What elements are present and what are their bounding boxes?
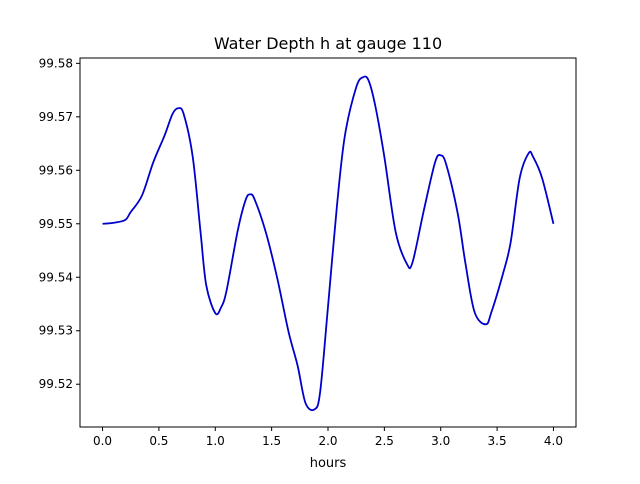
y-tick-label: 99.53 xyxy=(39,324,73,338)
x-tick-label: 4.0 xyxy=(544,434,563,448)
x-tick-label: 2.5 xyxy=(375,434,394,448)
x-tick-label: 0.5 xyxy=(149,434,168,448)
y-axis: 99.52 99.53 99.54 99.55 99.56 99.57 99.58 xyxy=(39,56,80,391)
y-tick-label: 99.57 xyxy=(39,110,73,124)
x-axis: 0.0 0.5 1.0 1.5 2.0 2.5 3.0 3.5 4.0 xyxy=(93,427,563,448)
y-tick-label: 99.58 xyxy=(39,56,73,70)
y-tick-label: 99.55 xyxy=(39,217,73,231)
chart-title: Water Depth h at gauge 110 xyxy=(214,34,442,53)
y-tick-label: 99.54 xyxy=(39,270,73,284)
y-tick-label: 99.52 xyxy=(39,377,73,391)
x-axis-label: hours xyxy=(310,456,347,471)
y-tick-label: 99.56 xyxy=(39,163,73,177)
x-tick-label: 1.5 xyxy=(262,434,281,448)
series-line xyxy=(102,75,555,412)
x-tick-label: 3.5 xyxy=(488,434,507,448)
x-tick-label: 2.0 xyxy=(318,434,337,448)
series-layer xyxy=(102,75,555,412)
x-tick-label: 0.0 xyxy=(93,434,112,448)
x-tick-label: 1.0 xyxy=(206,434,225,448)
x-tick-label: 3.0 xyxy=(431,434,450,448)
